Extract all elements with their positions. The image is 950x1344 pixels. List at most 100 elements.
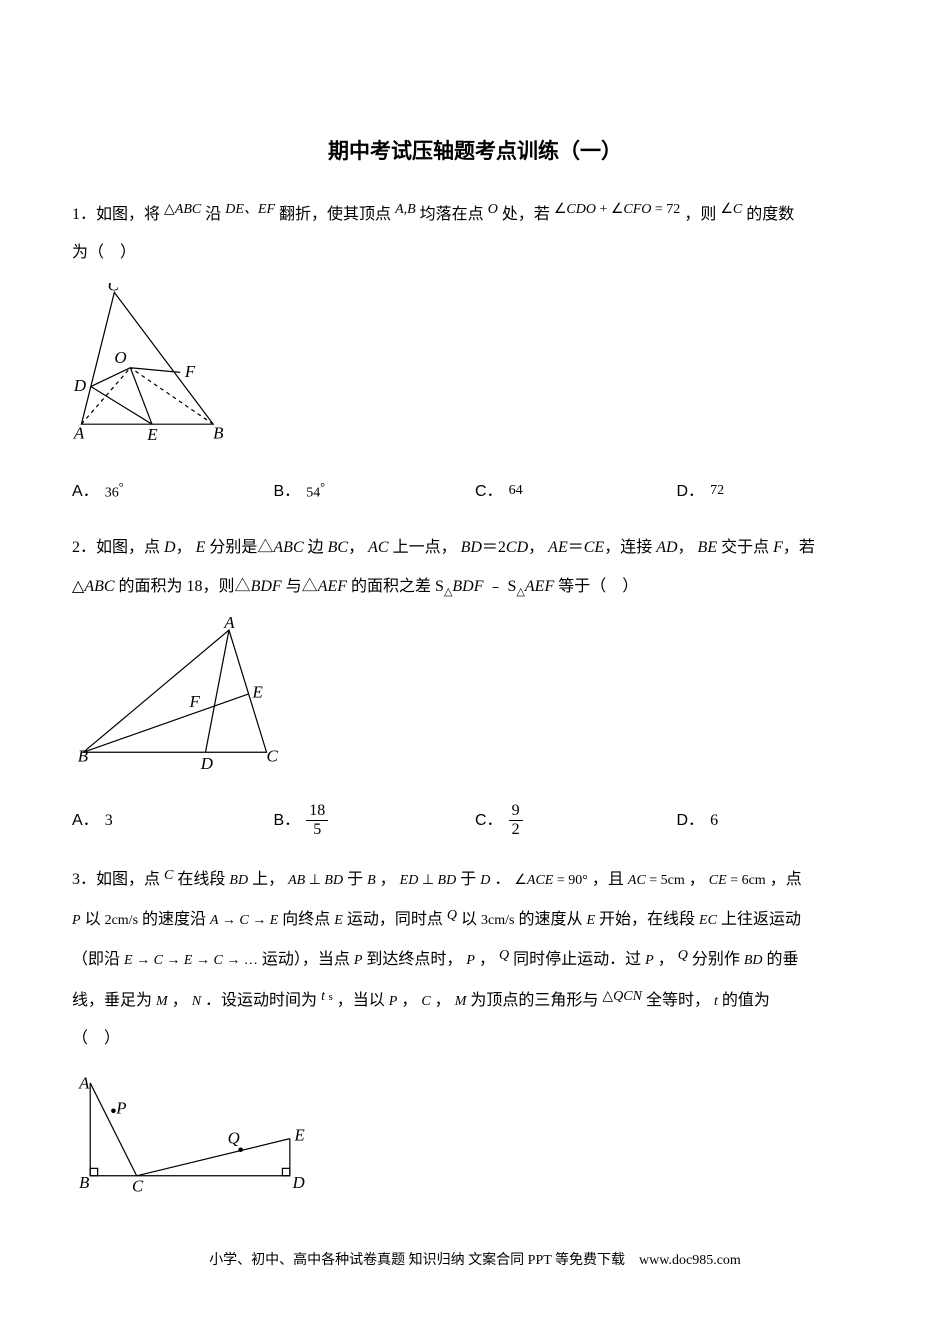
svg-text:F: F <box>189 692 201 711</box>
opt-label-a2: A． <box>72 803 99 838</box>
q2-e: E <box>196 539 206 556</box>
q2-abc: ABC <box>273 539 303 556</box>
q3-l3-5: 同时停止运动．过 <box>513 951 641 968</box>
q1-opt-c: C．64 <box>475 474 677 509</box>
q3-p: P <box>72 913 81 928</box>
q1-o: O <box>488 202 498 217</box>
q2-it2: AEF <box>525 578 554 595</box>
q3-perp2: ED ⊥ BD <box>400 873 457 888</box>
q3-b: B <box>367 873 376 888</box>
q3-t10: ，点 <box>770 871 802 888</box>
q1-t7: 的度数 <box>746 206 794 223</box>
q3-t5: ， <box>380 871 396 888</box>
q3-t8: ，且 <box>592 871 624 888</box>
q3-q3: Q <box>678 948 688 963</box>
svg-text:C: C <box>132 1176 144 1195</box>
q2-ad: AD <box>656 539 677 556</box>
svg-text:C: C <box>108 283 120 295</box>
q2-num: 2． <box>72 539 96 556</box>
question-2: 2．如图，点 D， E 分别是△ABC 边 BC， AC 上一点， BD＝2CD… <box>72 529 878 838</box>
svg-text:E: E <box>294 1125 305 1144</box>
q1-figure: A B C D E F O <box>72 283 878 456</box>
q2-sub2: △ <box>516 586 524 598</box>
q3-t7: ． <box>494 871 510 888</box>
opt-label-c: C． <box>475 474 503 509</box>
q2-opt-c-frac: 92 <box>509 802 523 838</box>
q3-l4-4: ，当以 <box>337 992 385 1009</box>
q2-l2-5: 的面积之差 <box>351 578 431 595</box>
q3-tri: △QCN <box>602 989 642 1004</box>
q3-t3: 上， <box>252 871 284 888</box>
q3-l2-5: 以 <box>461 911 477 928</box>
q3-m: M <box>156 994 168 1009</box>
svg-text:A: A <box>223 616 235 632</box>
opt-label-a: A． <box>72 474 99 509</box>
q2-opt-c-den: 2 <box>509 821 523 839</box>
q2-ac: AC <box>368 539 388 556</box>
svg-text:A: A <box>73 423 85 442</box>
q2-eq1: BD＝2CD <box>461 539 529 556</box>
q3-m2: M <box>455 994 467 1009</box>
q3-path2: E → C → E → C → … <box>124 953 258 968</box>
q1-eq: ∠CDO + ∠CFO = 72 <box>554 202 680 217</box>
svg-text:P: P <box>115 1098 126 1117</box>
q2-f: F <box>773 539 783 556</box>
q1-opt-d-val: 72 <box>710 476 724 507</box>
q3-bd2: BD <box>744 953 763 968</box>
q2-t5: ， <box>348 539 364 556</box>
q2-opt-b-den: 5 <box>306 821 328 839</box>
q3-l2-3: 向终点 <box>282 911 330 928</box>
q2-opt-a: A．3 <box>72 802 274 838</box>
q3-l2-6: 的速度从 <box>518 911 582 928</box>
q3-l3-1: （即沿 <box>72 951 120 968</box>
q3-ang: ∠ACE = 90° <box>514 873 588 888</box>
q3-t1: 如图，点 <box>96 871 160 888</box>
q2-it1: BDF <box>452 578 483 595</box>
q3-l4-8: 全等时， <box>646 992 710 1009</box>
q2-opt-b-num: 18 <box>306 802 328 821</box>
q2-figure: B D C A E F <box>72 616 878 784</box>
svg-text:A: A <box>78 1073 90 1092</box>
q3-q: Q <box>447 908 457 923</box>
q2-t4: 边 <box>308 539 324 556</box>
q1-verts: A,B <box>395 202 416 217</box>
q3-l4-5: ， <box>401 992 417 1009</box>
q3-ts: t s <box>321 989 333 1004</box>
svg-text:E: E <box>146 425 158 443</box>
q3-l2-2: 的速度沿 <box>142 911 206 928</box>
opt-label-d2: D． <box>677 803 705 838</box>
q3-l3-3: 到达终点时， <box>366 951 462 968</box>
q3-sp2: 3cm/s <box>481 913 514 928</box>
q2-opt-c-num: 9 <box>509 802 523 821</box>
q1-t2: 沿 <box>205 206 221 223</box>
q3-t4: 于 <box>347 871 363 888</box>
q2-bc: BC <box>328 539 348 556</box>
q3-l3-2: 运动），当点 <box>262 951 350 968</box>
q3-sp1: 2cm/s <box>105 913 138 928</box>
q2-opt-c: C．92 <box>475 802 677 838</box>
q1-num: 1． <box>72 206 96 223</box>
q2-t3: 分别是△ <box>209 539 273 556</box>
q1-t8: 为（ ） <box>72 244 136 261</box>
q2-t2: ， <box>176 539 192 556</box>
q3-figure: A B C D E P Q <box>72 1069 878 1212</box>
q2-opt-d: D．6 <box>677 802 879 838</box>
q3-bd: BD <box>229 873 248 888</box>
q2-bdf: BDF <box>251 578 282 595</box>
q3-c: C <box>164 868 173 883</box>
q2-l2-2: 的面积为 <box>119 578 183 595</box>
svg-text:D: D <box>200 754 213 771</box>
q2-opt-b: B．185 <box>274 802 476 838</box>
q2-l2-1: △ <box>72 578 84 595</box>
q2-t11: ，若 <box>783 539 815 556</box>
q3-p3: P <box>466 953 475 968</box>
svg-text:D: D <box>73 376 86 395</box>
q2-opt-b-frac: 185 <box>306 802 328 838</box>
q1-t5: 处，若 <box>502 206 550 223</box>
svg-text:C: C <box>267 747 279 766</box>
q3-q2: Q <box>499 948 509 963</box>
q3-l3-4: ， <box>479 951 495 968</box>
q1-t6: ，则 <box>684 206 716 223</box>
q3-l3-6: ， <box>658 951 674 968</box>
q1-opt-c-val: 64 <box>509 476 523 507</box>
